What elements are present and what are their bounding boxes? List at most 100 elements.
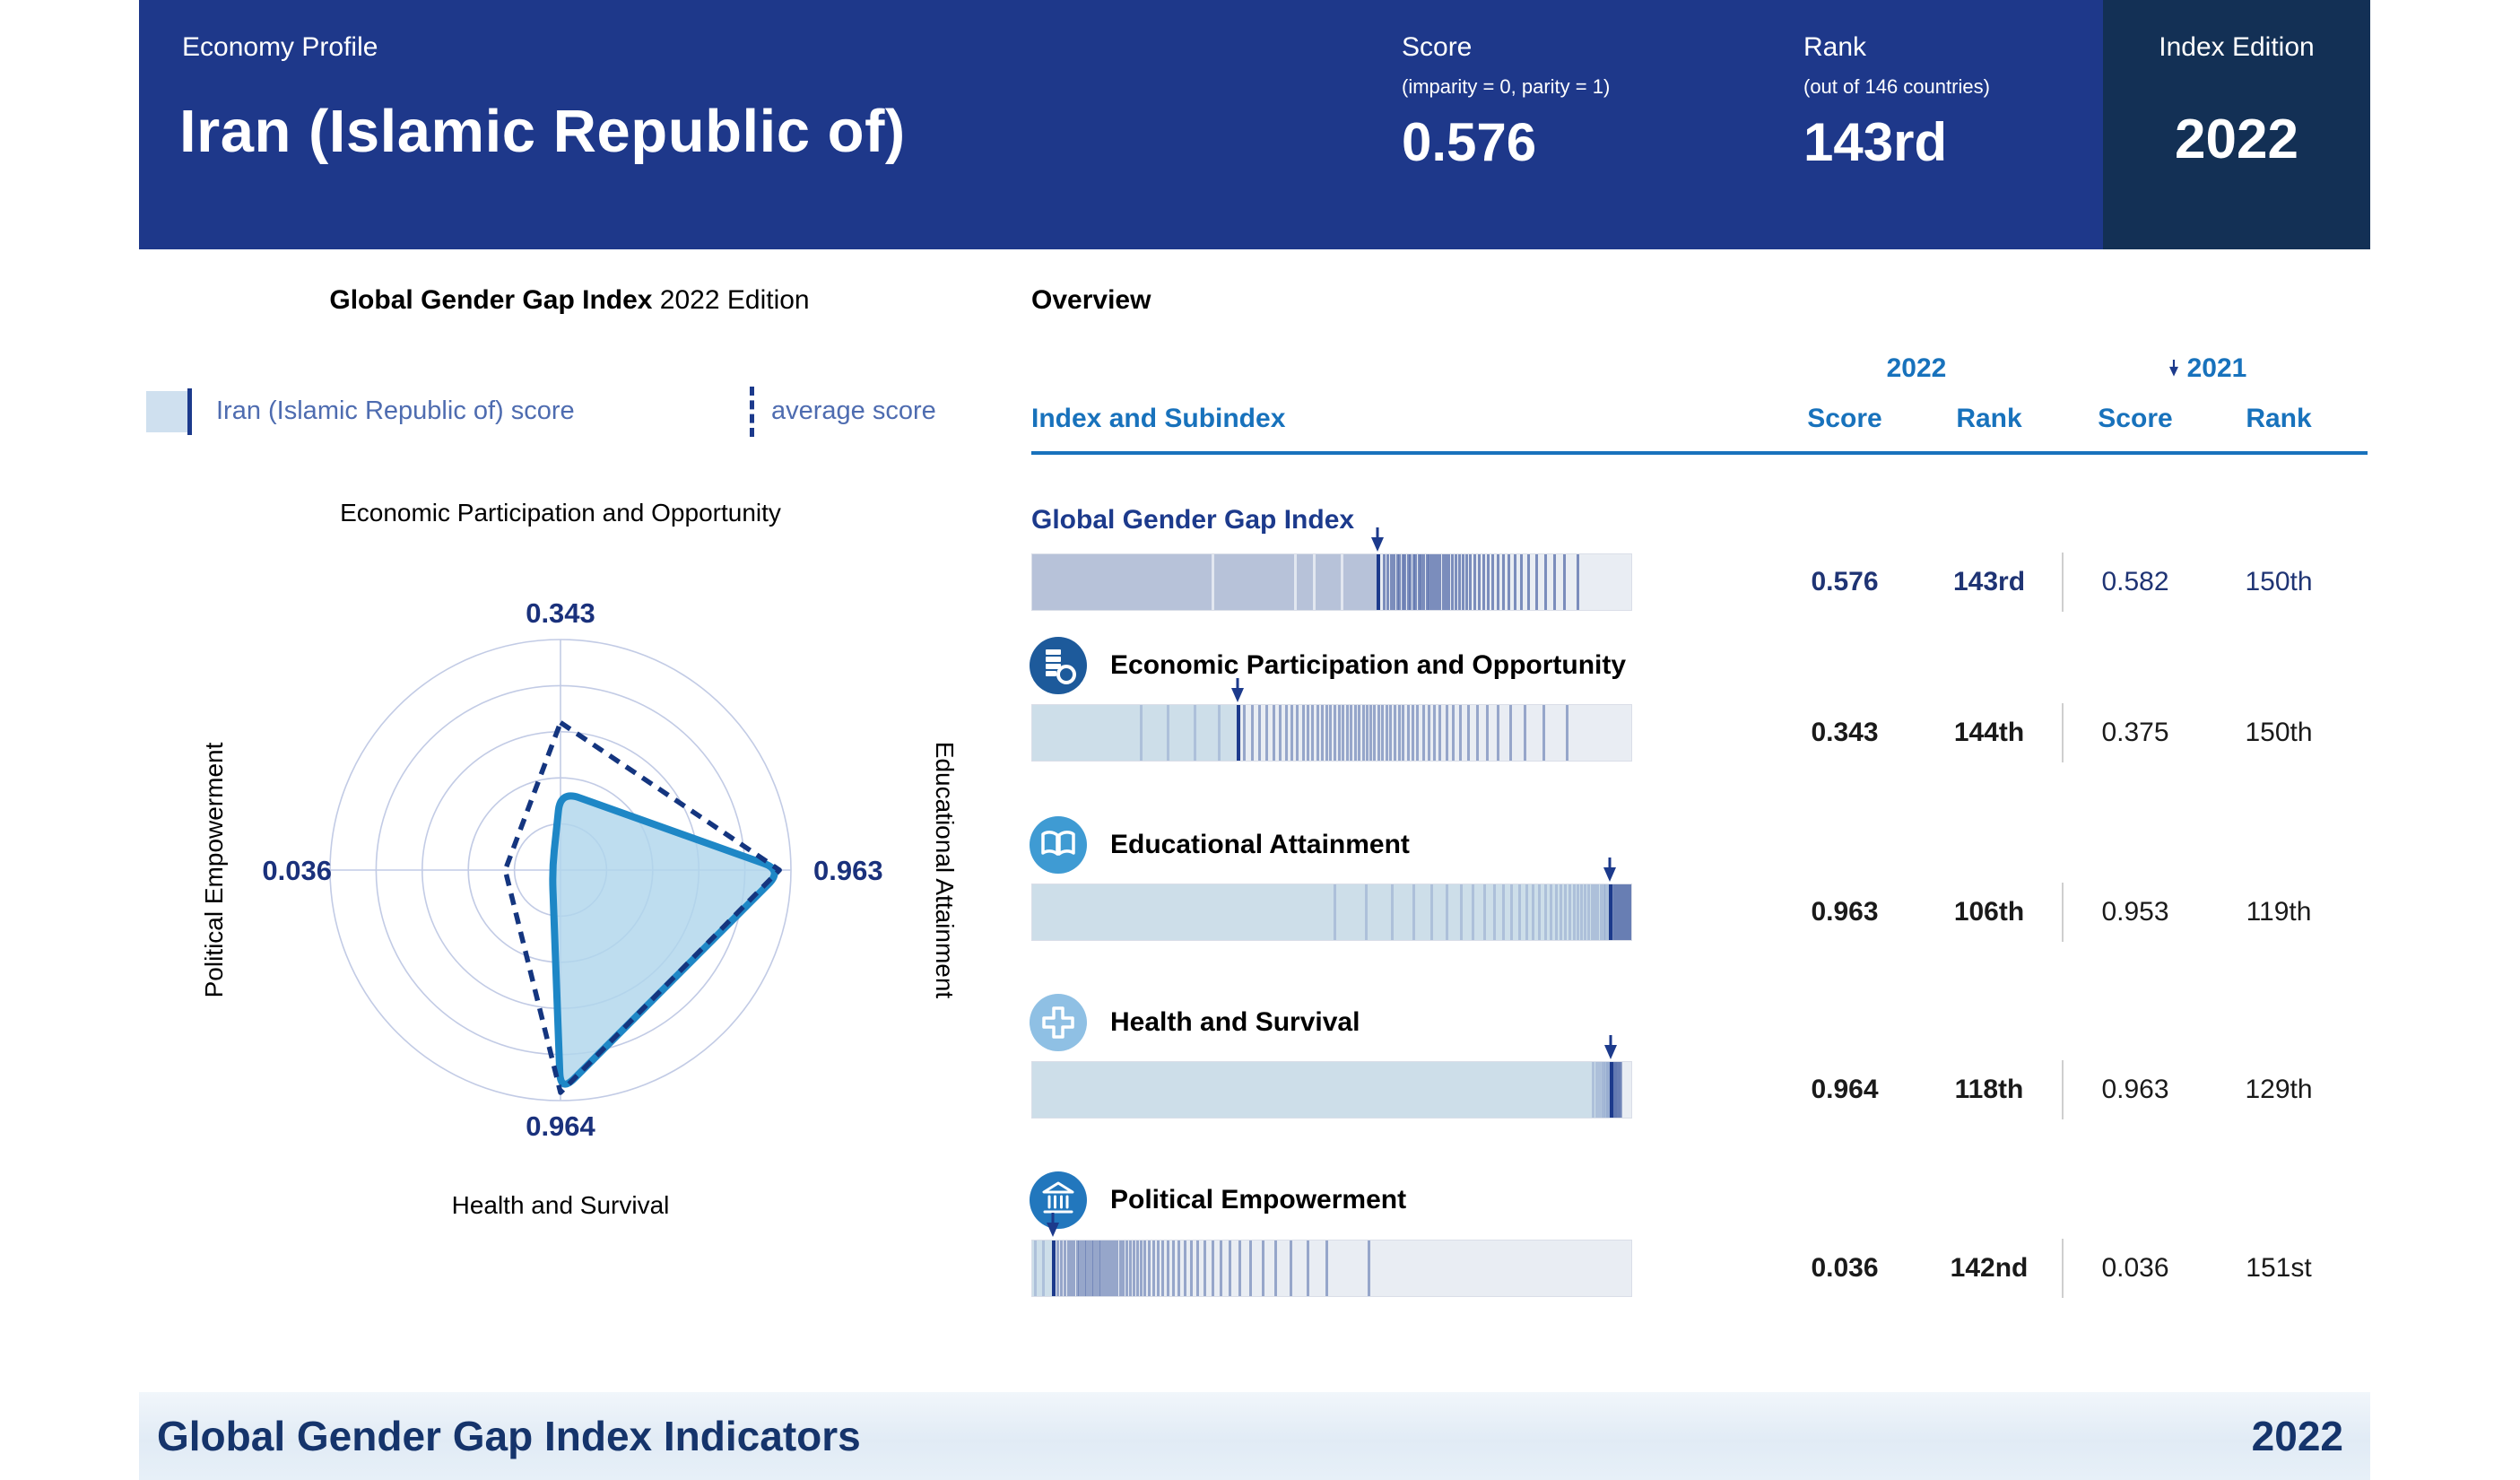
country-tick: [1341, 554, 1343, 610]
row-head: Health and Survival: [1030, 994, 1360, 1051]
country-tick: [1321, 705, 1324, 761]
country-tick: [1426, 554, 1429, 610]
rank-2021-value: 151st: [2246, 1253, 2312, 1283]
rank-sublabel: (out of 146 countries): [1803, 75, 1990, 98]
table-row: Health and Survival 0.964 118th 0.963 12…: [0, 0, 2520, 1119]
radar-value-political: 0.036: [262, 855, 332, 886]
country-tick: [1083, 1241, 1086, 1296]
country-tick: [1407, 554, 1410, 610]
country-tick: [1455, 554, 1457, 610]
country-tick: [1152, 1241, 1155, 1296]
radar-chart: [329, 639, 792, 1101]
country-tick: [1383, 554, 1386, 610]
country-score-legend-label: Iran (Islamic Republic of) score: [216, 396, 575, 425]
country-tick: [1402, 554, 1404, 610]
country-tick: [1476, 705, 1479, 761]
country-tick: [1129, 1241, 1132, 1296]
score-fill: [1032, 1241, 1054, 1296]
country-tick: [1218, 705, 1221, 761]
country-tick: [1389, 705, 1392, 761]
score-2022-value: 0.964: [1811, 1075, 1879, 1104]
country-tick: [1596, 884, 1599, 940]
row-head: Political Empowerment: [1030, 1171, 1406, 1229]
country-tick: [1553, 554, 1556, 610]
average-score-legend-dash: [750, 387, 754, 437]
country-tick: [1113, 1241, 1116, 1296]
average-score-legend-label: average score: [771, 396, 936, 425]
country-tick: [1430, 884, 1433, 940]
rank-2021-value: 150th: [2245, 567, 2313, 596]
score-2022-value: 0.036: [1811, 1253, 1879, 1283]
country-tick: [1342, 705, 1344, 761]
country-tick: [1594, 884, 1596, 940]
country-tick: [1524, 705, 1526, 761]
rank-2021-value: 129th: [2245, 1075, 2313, 1104]
country-tick: [1098, 1241, 1100, 1296]
score-2021-value: 0.375: [2101, 718, 2169, 747]
score-2022-value: 0.963: [1811, 897, 1879, 927]
country-tick: [1081, 1241, 1083, 1296]
country-tick: [1338, 705, 1341, 761]
country-tick: [1459, 705, 1462, 761]
section-footer-band: Global Gender Gap Index Indicators 2022: [139, 1392, 2370, 1480]
country-tick: [1042, 1241, 1045, 1296]
country-tick: [1560, 884, 1562, 940]
score-distribution-strip: [1031, 1240, 1632, 1297]
country-tick: [1544, 884, 1547, 940]
country-tick: [1630, 884, 1631, 940]
country-tick: [1564, 884, 1567, 940]
country-tick: [1056, 1241, 1059, 1296]
country-tick: [1418, 554, 1421, 610]
column-header-rank-2022: Rank: [1956, 404, 2022, 433]
country-tick: [1620, 1062, 1622, 1118]
country-tick: [1067, 1241, 1070, 1296]
country-tick: [1070, 1241, 1073, 1296]
country-tick: [1568, 884, 1571, 940]
country-tick: [1398, 554, 1401, 610]
country-tick: [1467, 705, 1470, 761]
country-tick: [1346, 705, 1349, 761]
country-tick: [1493, 884, 1496, 940]
country-tick: [1157, 1241, 1160, 1296]
column-group-2022: 2022: [1840, 353, 1993, 384]
country-tick: [1354, 705, 1357, 761]
country-tick: [1555, 884, 1558, 940]
country-tick: [1148, 1241, 1151, 1296]
country-tick: [1381, 705, 1384, 761]
country-tick: [1416, 705, 1419, 761]
country-tick: [1446, 884, 1448, 940]
column-divider: [2062, 883, 2064, 942]
country-tick: [1403, 554, 1406, 610]
score-value: 0.576: [1402, 112, 1537, 172]
country-tick: [1325, 1241, 1328, 1296]
year-2022-label: 2022: [1886, 353, 1947, 383]
country-tick: [1527, 554, 1530, 610]
country-tick: [1603, 1062, 1605, 1118]
score-2021-value: 0.036: [2101, 1253, 2169, 1283]
country-tick: [1598, 1062, 1601, 1118]
country-tick: [1273, 705, 1275, 761]
year-2021-label: 2021: [2186, 353, 2247, 383]
country-tick: [1366, 705, 1369, 761]
overview-title: Overview: [1031, 285, 1151, 315]
radar-axis-health: Health and Survival: [451, 1191, 670, 1219]
score-label: Score: [1402, 32, 1473, 62]
country-tick: [1119, 1241, 1122, 1296]
index-edition-box: Index Edition 2022: [2103, 0, 2370, 249]
country-tick: [1311, 705, 1314, 761]
country-tick: [1600, 884, 1603, 940]
country-tick: [1220, 1241, 1222, 1296]
header-score-block: Score (imparity = 0, parity = 1) 0.576: [1402, 32, 1610, 173]
row-head: Educational Attainment: [1030, 816, 1410, 874]
country-tick: [1518, 884, 1521, 940]
radar-title-rest: 2022 Edition: [652, 285, 810, 315]
country-tick: [1358, 705, 1360, 761]
country-tick: [1258, 705, 1261, 761]
column-divider: [2062, 703, 2064, 762]
rank-2022-value: 143rd: [1952, 567, 2026, 596]
country-tick: [1510, 884, 1513, 940]
table-row: Global Gender Gap Index 0.576 143rd 0.58…: [0, 0, 2520, 612]
country-tick: [1577, 884, 1579, 940]
country-tick: [1420, 554, 1422, 610]
country-tick: [1140, 705, 1143, 761]
